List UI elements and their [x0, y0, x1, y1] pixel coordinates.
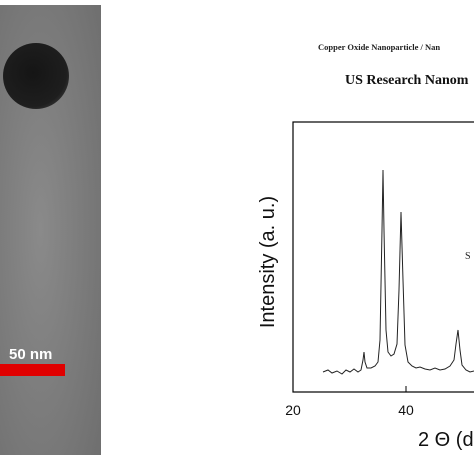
plot-frame [292, 121, 474, 393]
plot-subtitle: US Research Nanom [345, 73, 469, 88]
scale-bar [0, 364, 65, 376]
x-axis-label: 2 Θ (d [418, 429, 474, 451]
x-tick-label: 20 [285, 402, 301, 418]
xrd-plot: Copper Oxide Nanoparticle / Nan US Resea… [257, 42, 474, 451]
tem-image: 50 nm [0, 5, 101, 455]
annotation: S [465, 251, 471, 262]
scale-bar-label: 50 nm [9, 346, 52, 363]
x-tick-label: 40 [398, 402, 414, 418]
nanoparticle [3, 43, 69, 109]
xrd-spectrum [322, 169, 474, 375]
y-axis-label: Intensity (a. u.) [257, 196, 279, 328]
plot-title: Copper Oxide Nanoparticle / Nan [318, 42, 440, 52]
